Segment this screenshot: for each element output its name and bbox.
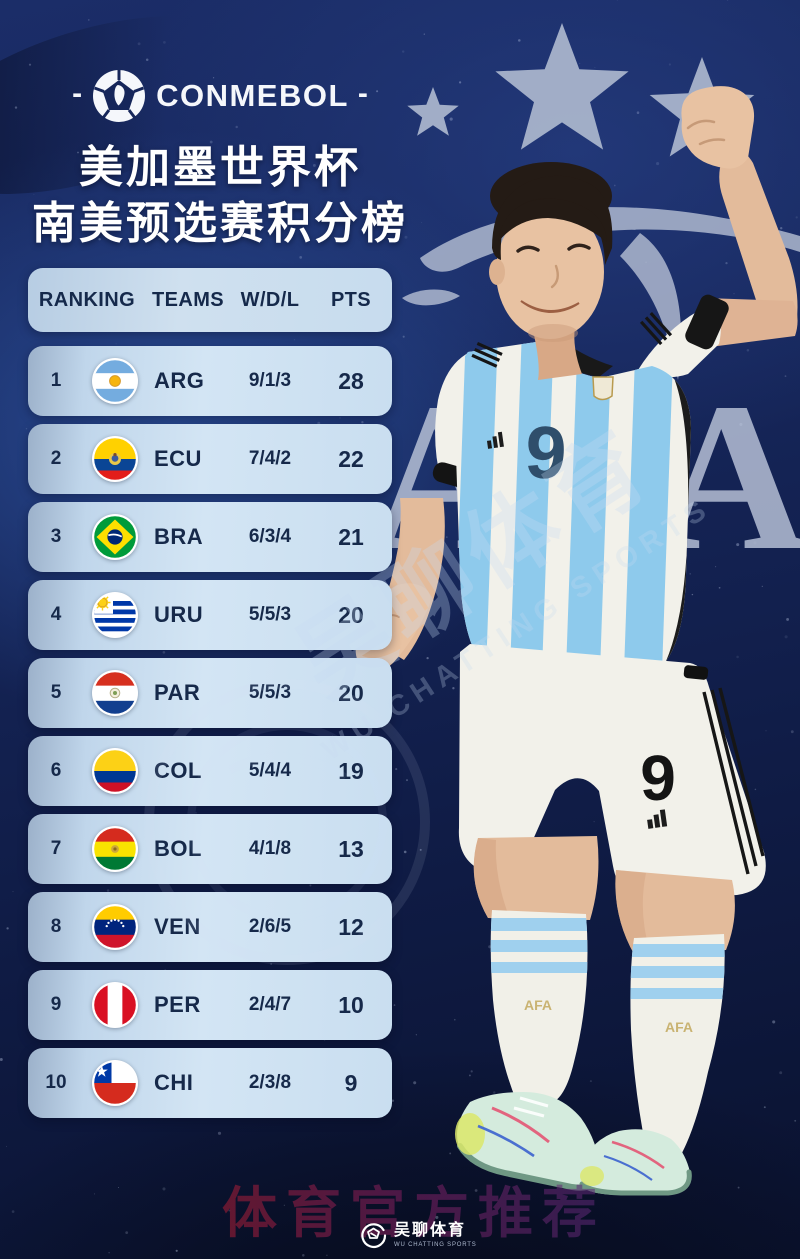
afa-watermark: AFA <box>368 207 800 594</box>
rank-cell: 2 <box>50 448 62 469</box>
page-title: 美加墨世界杯 南美预选赛积分榜 <box>5 140 435 252</box>
team-code: URU <box>154 602 204 627</box>
brand-dash-left: - <box>72 77 83 110</box>
table-row: 5 PAR 5/5/3 20 <box>28 658 392 728</box>
flag-arg-icon <box>92 358 138 404</box>
rank-cell: 3 <box>50 526 62 547</box>
wdl-cell: 6/3/4 <box>248 526 292 547</box>
flag-cell <box>84 592 146 638</box>
team-code: PER <box>154 992 201 1017</box>
column-ranking: RANKING <box>38 288 136 311</box>
team-code: ARG <box>154 368 205 393</box>
team-code: CHI <box>154 1070 194 1095</box>
conmebol-logo-icon <box>93 70 146 122</box>
table-row: 8 VEN 2/6/5 12 <box>28 892 392 962</box>
column-wdl: W/D/L <box>240 288 300 311</box>
wdl-cell: 4/1/8 <box>248 838 292 859</box>
pts-cell: 28 <box>338 367 364 394</box>
team-code: BOL <box>154 836 202 861</box>
title-line-2: 南美预选赛积分榜 <box>32 199 408 248</box>
title-line-1: 美加墨世界杯 <box>79 143 361 192</box>
footer-brand-cn: 吴聊体育 <box>394 1222 467 1239</box>
flag-par-icon <box>92 670 138 716</box>
column-pts: PTS <box>330 288 372 311</box>
flag-uru-icon <box>92 592 138 638</box>
wdl-cell: 2/3/8 <box>248 1072 292 1093</box>
flag-cell <box>84 982 146 1028</box>
flag-chi-icon <box>92 1060 138 1106</box>
flag-cell <box>84 748 146 794</box>
flag-bol-icon <box>92 826 138 872</box>
pts-cell: 12 <box>338 913 364 940</box>
rank-cell: 1 <box>50 370 62 391</box>
rank-cell: 4 <box>50 604 62 625</box>
table-row: 6 COL 5/4/4 19 <box>28 736 392 806</box>
team-code: ECU <box>154 446 202 471</box>
table-row: 2 ECU 7/4/2 22 <box>28 424 392 494</box>
team-code: COL <box>154 758 202 783</box>
wdl-cell: 2/4/7 <box>248 994 292 1015</box>
table-row: 3 BRA 6/3/4 21 <box>28 502 392 572</box>
standings-table: RANKING TEAMS W/D/L PTS 1 ARG 9/1/3 28 2 EC… <box>28 268 392 1126</box>
flag-ven-icon <box>92 904 138 950</box>
pts-cell: 20 <box>338 601 364 628</box>
table-row: 1 ARG 9/1/3 28 <box>28 346 392 416</box>
wdl-cell: 5/5/3 <box>248 682 292 703</box>
conmebol-brand: - CONMEBOL - <box>10 64 430 128</box>
rank-cell: 10 <box>45 1072 67 1093</box>
flag-bra-icon <box>92 514 138 560</box>
table-header: RANKING TEAMS W/D/L PTS <box>28 268 392 332</box>
table-body: 1 ARG 9/1/3 28 2 ECU 7/4/2 22 3 BRA 6/3/4 21 4 UR… <box>28 346 392 1118</box>
pts-cell: 10 <box>338 991 364 1018</box>
table-row: 10 CHI 2/3/8 9 <box>28 1048 392 1118</box>
rank-cell: 9 <box>50 994 62 1015</box>
team-code: PAR <box>154 680 201 705</box>
wdl-cell: 5/5/3 <box>248 604 292 625</box>
rank-cell: 7 <box>50 838 62 859</box>
brand-dash-right: - <box>357 77 368 110</box>
wdl-cell: 7/4/2 <box>248 448 292 469</box>
table-row: 9 PER 2/4/7 10 <box>28 970 392 1040</box>
flag-cell <box>84 904 146 950</box>
team-code: BRA <box>154 524 204 549</box>
table-row: 4 URU 5/5/3 20 <box>28 580 392 650</box>
pts-cell: 19 <box>338 757 364 784</box>
flag-ecu-icon <box>92 436 138 482</box>
pts-cell: 20 <box>338 679 364 706</box>
rank-cell: 6 <box>50 760 62 781</box>
wdl-cell: 2/6/5 <box>248 916 292 937</box>
pts-cell: 21 <box>338 523 364 550</box>
flag-cell <box>84 1060 146 1106</box>
wdl-cell: 9/1/3 <box>248 370 292 391</box>
team-code: VEN <box>154 914 201 939</box>
rank-cell: 5 <box>50 682 62 703</box>
pts-cell: 9 <box>344 1069 358 1096</box>
footer-brand-en: WU CHATTING SPORTS <box>394 1242 477 1248</box>
wu-sports-logo-icon <box>361 1223 387 1248</box>
pts-cell: 22 <box>338 445 364 472</box>
flag-per-icon <box>92 982 138 1028</box>
footer-brand: 吴聊体育 WU CHATTING SPORTS <box>360 1222 477 1249</box>
column-teams: TEAMS <box>152 288 224 311</box>
afa-letters: AFA <box>368 359 800 594</box>
brand-name: CONMEBOL <box>156 78 349 113</box>
rank-cell: 8 <box>50 916 62 937</box>
wdl-cell: 5/4/4 <box>248 760 292 781</box>
flag-cell <box>84 670 146 716</box>
flag-cell <box>84 358 146 404</box>
flag-cell <box>84 826 146 872</box>
table-row: 7 BOL 4/1/8 13 <box>28 814 392 884</box>
flag-cell <box>84 514 146 560</box>
flag-col-icon <box>92 748 138 794</box>
three-stars-decor <box>407 23 755 157</box>
pts-cell: 13 <box>338 835 364 862</box>
flag-cell <box>84 436 146 482</box>
